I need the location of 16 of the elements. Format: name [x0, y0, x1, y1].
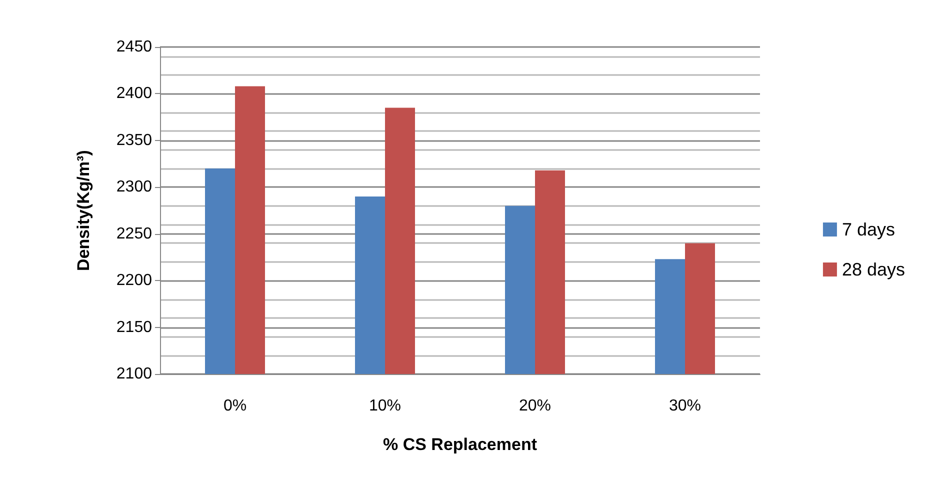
- x-tick-label: 0%: [223, 398, 247, 414]
- y-tick-label: 2150: [116, 318, 152, 336]
- y-tick-label: 2250: [116, 225, 152, 242]
- y-tick-label: 2300: [116, 178, 152, 196]
- x-axis-title: % CS Replacement: [383, 435, 538, 454]
- x-tick-label: 20%: [518, 398, 552, 414]
- x-tick-label: 10%: [368, 398, 402, 414]
- y-tick-label: 2200: [116, 272, 152, 290]
- legend-label: 28 days: [842, 260, 906, 280]
- legend-label: 7 days: [842, 220, 896, 240]
- y-tick-label: 2450: [116, 38, 152, 56]
- y-tick-label: 2100: [116, 366, 152, 382]
- y-tick-label: 2400: [116, 85, 152, 102]
- y-axis-title: Density(Kg/m³): [74, 150, 93, 271]
- x-tick-label: 30%: [668, 398, 702, 414]
- y-tick-label: 2350: [116, 132, 152, 149]
